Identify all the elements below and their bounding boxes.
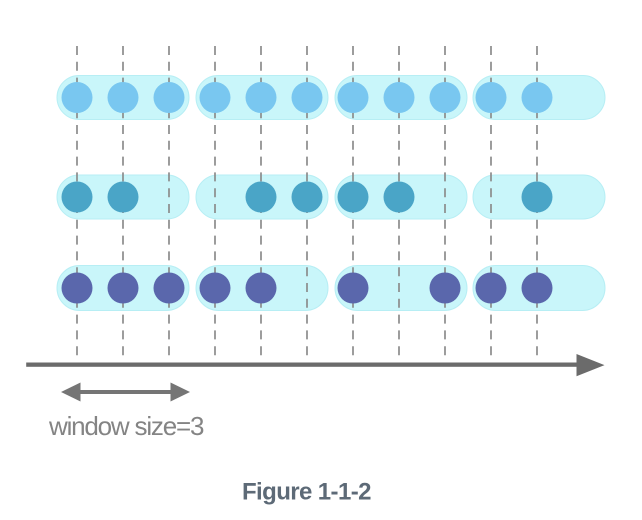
svg-text:Figure 1-1-2: Figure 1-1-2	[242, 479, 371, 506]
svg-text:window size=3: window size=3	[48, 411, 204, 441]
